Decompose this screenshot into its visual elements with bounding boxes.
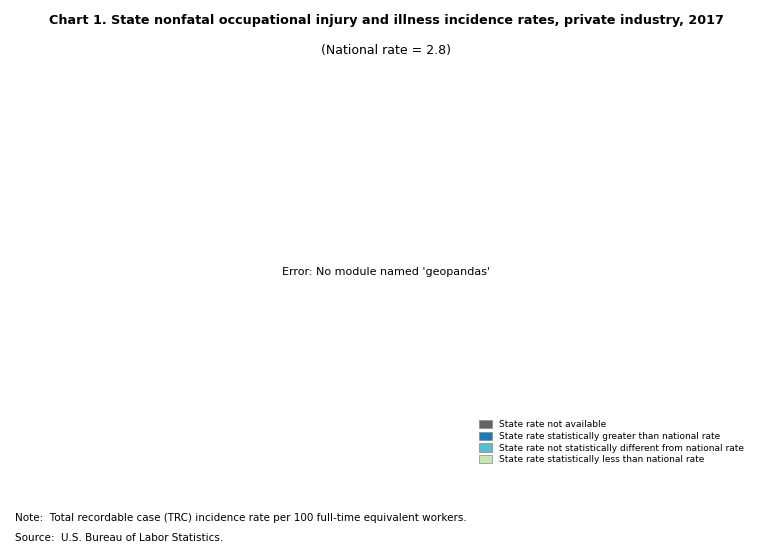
Text: Error: No module named 'geopandas': Error: No module named 'geopandas' [282,267,490,277]
Text: Note:  Total recordable case (TRC) incidence rate per 100 full-time equivalent w: Note: Total recordable case (TRC) incide… [15,513,467,523]
Text: (National rate = 2.8): (National rate = 2.8) [321,44,451,57]
Text: Chart 1. State nonfatal occupational injury and illness incidence rates, private: Chart 1. State nonfatal occupational inj… [49,14,723,27]
Legend: State rate not available, State rate statistically greater than national rate, S: State rate not available, State rate sta… [479,420,744,465]
Text: Source:  U.S. Bureau of Labor Statistics.: Source: U.S. Bureau of Labor Statistics. [15,533,224,543]
